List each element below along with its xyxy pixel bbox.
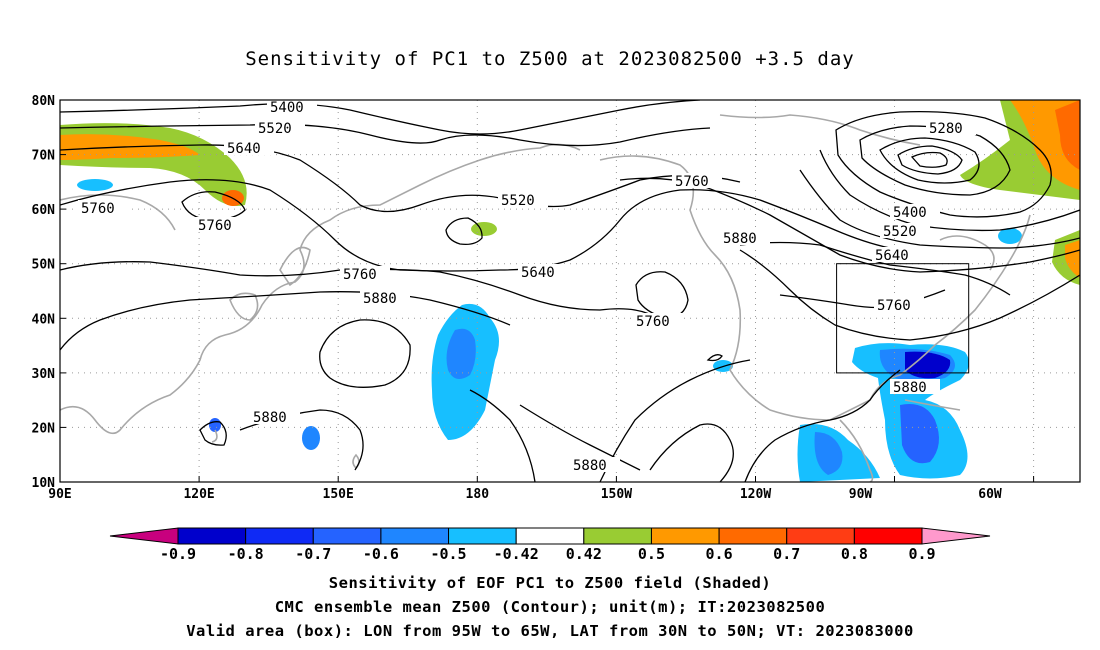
colorbar-arrow-high xyxy=(921,527,991,545)
colorbar-swatch xyxy=(312,527,382,545)
contour-label-masks xyxy=(78,100,976,472)
lon-label: 60W xyxy=(978,487,1002,502)
lon-label: 120E xyxy=(183,487,214,502)
colorbar-tick-label: -0.8 xyxy=(228,545,264,563)
negative-shade-spot-5 xyxy=(998,228,1022,244)
contour-label: 5520 xyxy=(258,121,292,137)
contour-label: 5760 xyxy=(877,298,911,314)
footer-line-1: Sensitivity of EOF PC1 to Z500 field (Sh… xyxy=(328,574,772,592)
contour-label: 5880 xyxy=(893,380,927,396)
map-frame xyxy=(59,99,1081,483)
lon-label: 150E xyxy=(323,487,354,502)
contour-label: 5280 xyxy=(929,121,963,137)
negative-shade-mexico-core xyxy=(814,432,843,475)
lon-label: 180 xyxy=(466,487,490,502)
positive-shade-east-max xyxy=(1055,100,1080,170)
valid-area-box xyxy=(836,263,970,374)
contour-label: 5760 xyxy=(343,267,377,283)
colorbar-tick-label: -0.7 xyxy=(295,545,331,563)
negative-shade-gulf-core xyxy=(905,351,951,379)
contour-label: 5880 xyxy=(573,458,607,474)
contour-label: 5400 xyxy=(893,205,927,221)
lat-label: 30N xyxy=(32,367,56,382)
negative-shade-spot-2 xyxy=(209,418,221,432)
colorbar-tick-label: 0.5 xyxy=(638,545,665,563)
lat-label: 70N xyxy=(32,149,56,164)
colorbar-swatch xyxy=(245,527,314,545)
colorbar-tick-label: 0.8 xyxy=(841,545,868,563)
contour-label: 5880 xyxy=(253,410,287,426)
colorbar-swatch xyxy=(515,527,585,545)
contour-label: 5640 xyxy=(521,265,555,281)
positive-shade-pacific xyxy=(471,222,497,236)
colorbar-tick-label: 0.42 xyxy=(566,545,602,563)
colorbar-arrow-low xyxy=(109,527,179,545)
negative-shade-spot-4 xyxy=(77,179,113,191)
colorbar-swatch xyxy=(380,527,450,545)
contour-label: 5760 xyxy=(636,314,670,330)
colorbar-tick-label: -0.9 xyxy=(160,545,196,563)
colorbar-swatch xyxy=(718,527,788,545)
contour-label: 5760 xyxy=(198,218,232,234)
latitude-labels: 80N 70N 60N 50N 40N 30N 20N 10N xyxy=(32,94,56,491)
longitude-labels: 90E 120E 150E 180 150W 120W 90W 60W xyxy=(48,487,1002,502)
sensitivity-shading xyxy=(60,100,1080,482)
axis-ticks xyxy=(60,99,1035,482)
lat-label: 20N xyxy=(32,421,56,436)
negative-shade-pacific-core xyxy=(446,328,476,379)
lon-label: 150W xyxy=(601,487,632,502)
contour-label: 5760 xyxy=(675,174,709,190)
colorbar-swatch xyxy=(786,527,855,545)
lat-label: 50N xyxy=(32,258,56,273)
contour-label: 5760 xyxy=(81,201,115,217)
lat-label: 60N xyxy=(32,203,56,218)
contour-labels: 5400 5520 5640 5760 5760 5520 5760 5640 … xyxy=(81,100,963,474)
lon-label: 120W xyxy=(740,487,771,502)
contour-label: 5520 xyxy=(883,224,917,240)
colorbar-swatch xyxy=(177,527,247,545)
lat-lon-grid xyxy=(60,100,1080,482)
colorbar-tick-label: 0.6 xyxy=(706,545,733,563)
lon-label: 90E xyxy=(48,487,71,502)
footer-line-2: CMC ensemble mean Z500 (Contour); unit(m… xyxy=(274,598,826,616)
negative-shade-spot-1 xyxy=(302,426,320,450)
negative-shade-caribbean xyxy=(900,404,939,464)
colorbar-swatch xyxy=(853,527,923,545)
page-title: Sensitivity of PC1 to Z500 at 2023082500… xyxy=(245,48,855,70)
contour-label: 5520 xyxy=(501,193,535,209)
colorbar-swatch xyxy=(448,527,517,545)
lat-label: 10N xyxy=(32,476,56,491)
lat-label: 40N xyxy=(32,312,56,327)
lon-label: 90W xyxy=(849,487,873,502)
colorbar-tick-label: 0.7 xyxy=(773,545,800,563)
contour-label: 5640 xyxy=(227,141,261,157)
colorbar-tick-label: 0.9 xyxy=(908,545,935,563)
colorbar xyxy=(109,527,991,545)
lat-label: 80N xyxy=(32,94,56,109)
coastlines xyxy=(60,114,1031,482)
positive-shade-atlantic-core xyxy=(1065,240,1080,278)
colorbar-tick-label: -0.5 xyxy=(430,545,466,563)
footer-line-3: Valid area (box): LON from 95W to 65W, L… xyxy=(186,622,914,640)
z500-contours xyxy=(60,100,1080,482)
contour-label: 5880 xyxy=(723,231,757,247)
colorbar-labels: -0.9 -0.8 -0.7 -0.6 -0.5 -0.42 0.42 0.5 0.6 0.7 0.… xyxy=(160,545,936,563)
contour-label: 5400 xyxy=(270,100,304,116)
colorbar-tick-label: -0.6 xyxy=(363,545,399,563)
colorbar-tick-label: -0.42 xyxy=(494,545,539,563)
contour-label: 5640 xyxy=(875,248,909,264)
contour-label: 5880 xyxy=(363,291,397,307)
colorbar-swatch xyxy=(650,527,720,545)
colorbar-swatch xyxy=(583,527,652,545)
